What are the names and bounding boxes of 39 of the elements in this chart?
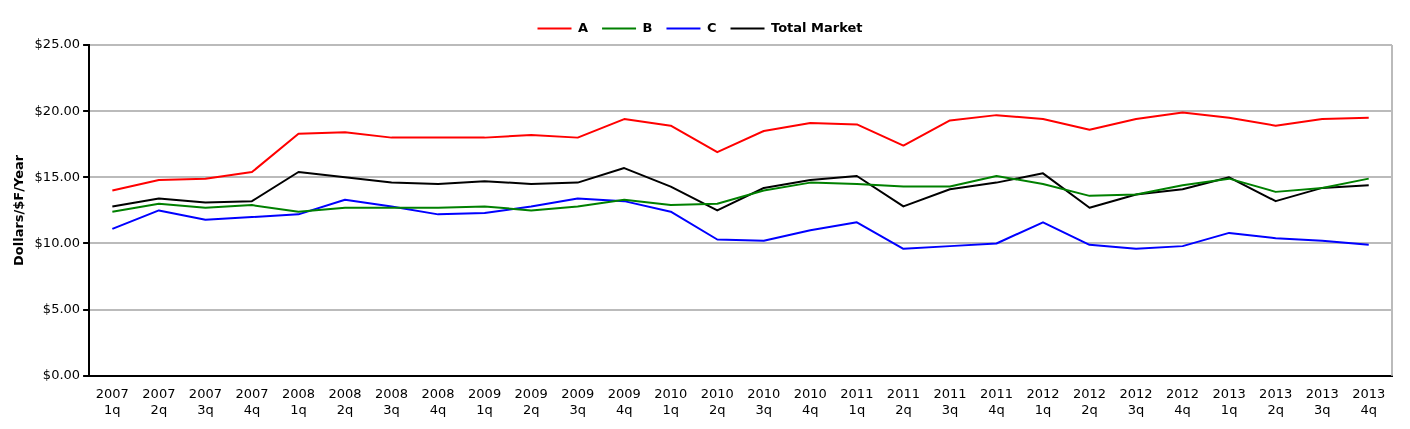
y-tick-label: $15.00 <box>34 168 81 184</box>
x-tick-label: 2013 1q <box>1212 385 1246 417</box>
x-tick-label: 2013 4q <box>1352 385 1386 417</box>
x-tick-label: 2008 2q <box>328 385 362 417</box>
x-tick-label: 2013 2q <box>1259 385 1293 417</box>
legend-label: A <box>578 19 589 35</box>
y-tick-label: $10.00 <box>34 234 81 250</box>
x-tick-label: 2010 4q <box>793 385 827 417</box>
x-tick-label: 2012 2q <box>1072 385 1107 417</box>
x-tick-label: 2007 1q <box>95 385 129 417</box>
x-tick-label: 2007 3q <box>188 385 222 417</box>
x-tick-label: 2010 3q <box>747 385 781 417</box>
x-tick-label: 2010 2q <box>700 385 734 417</box>
x-tick-label: 2009 4q <box>607 385 641 417</box>
x-tick-label: 2012 4q <box>1166 385 1200 417</box>
x-tick-label: 2008 4q <box>421 385 455 417</box>
x-tick-label: 2007 2q <box>142 385 176 417</box>
x-tick-label: 2007 4q <box>235 385 269 417</box>
y-tick-label: $25.00 <box>34 36 81 52</box>
x-tick-label: 2011 1q <box>840 385 874 417</box>
y-tick-label: $0.00 <box>42 367 81 383</box>
x-tick-label: 2009 2q <box>514 385 548 417</box>
legend-label: Total Market <box>771 19 863 35</box>
y-tick-label: $20.00 <box>34 102 81 118</box>
x-tick-label: 2012 1q <box>1026 385 1060 417</box>
x-tick-label: 2008 1q <box>281 385 316 417</box>
x-tick-label: 2011 3q <box>933 385 967 417</box>
x-tick-label: 2009 3q <box>561 385 595 417</box>
x-tick-label: 2011 2q <box>886 385 920 417</box>
y-axis-title: Dollars/$F/Year <box>11 154 27 266</box>
x-tick-label: 2012 3q <box>1119 385 1153 417</box>
legend-label: C <box>706 19 717 35</box>
x-tick-label: 2010 1q <box>654 385 688 417</box>
x-tick-label: 2013 3q <box>1305 385 1339 417</box>
x-tick-label: 2011 4q <box>979 385 1014 417</box>
x-tick-label: 2009 1q <box>468 385 502 417</box>
x-tick-label: 2008 3q <box>375 385 409 417</box>
legend-label: B <box>642 19 653 35</box>
y-tick-label: $5.00 <box>42 301 81 317</box>
